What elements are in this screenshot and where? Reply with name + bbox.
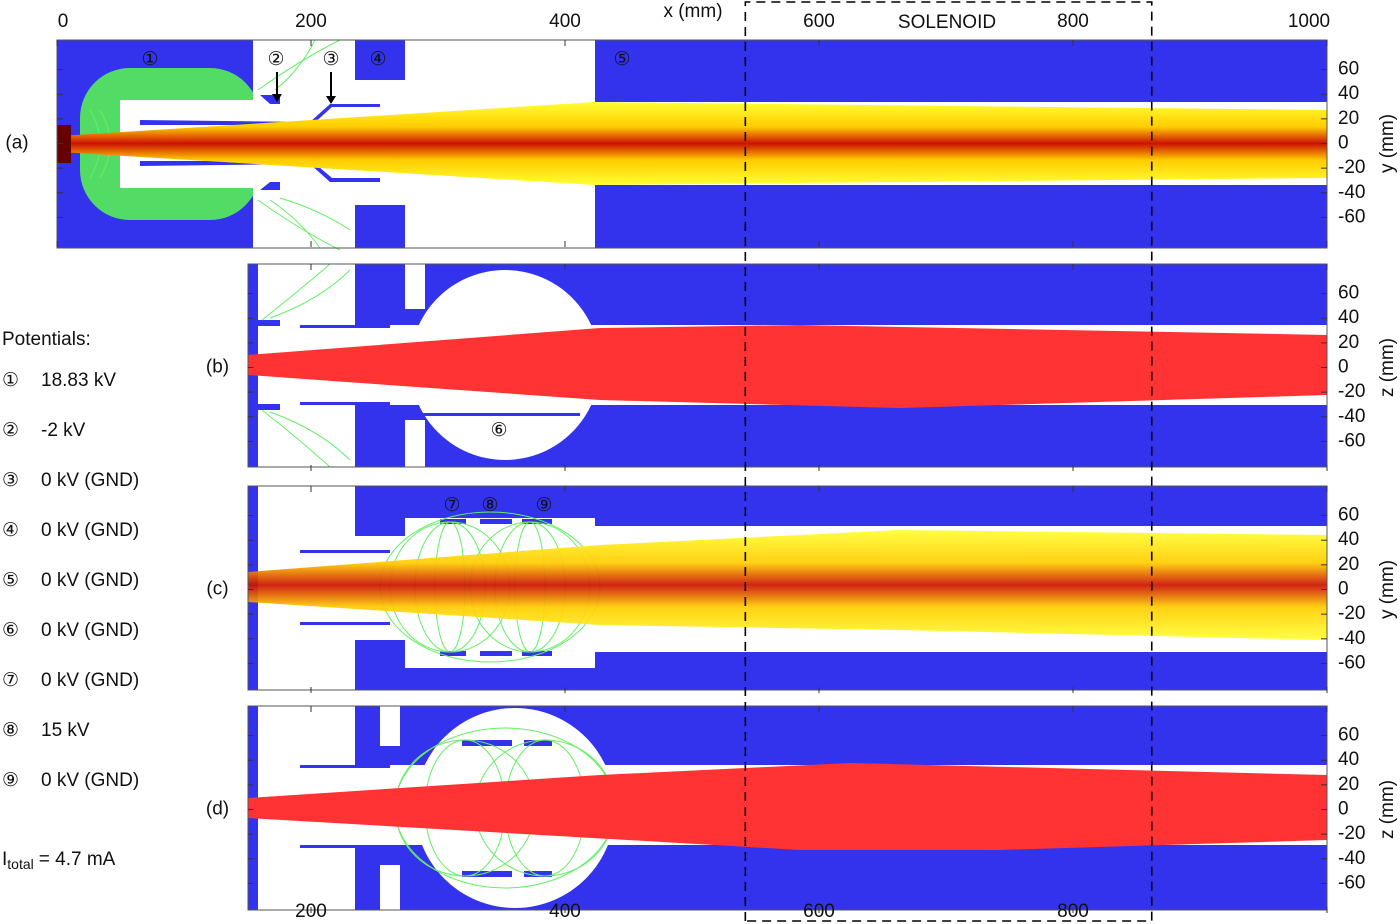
y-tick-label: 40	[1338, 307, 1359, 328]
y-tick-label: 0	[1338, 357, 1349, 378]
y-tick-label: 0	[1338, 799, 1349, 820]
potential-marker: ⑨	[2, 770, 19, 791]
y-tick-label: 20	[1338, 108, 1359, 129]
y-axis-label: y (mm)	[1377, 114, 1398, 173]
current: Itotal = 4.7 mA	[2, 849, 116, 872]
y-axis-label: z (mm)	[1377, 780, 1398, 839]
x-tick-label: 200	[295, 11, 327, 32]
electrode-label: ⑧	[481, 495, 498, 516]
panel-a-geometry	[56, 39, 1328, 251]
x-tick-label: 1000	[1288, 11, 1330, 32]
panel-c-geometry	[247, 485, 1328, 691]
y-tick-label: -20	[1338, 823, 1365, 844]
potential-value: 0 kV (GND)	[41, 520, 139, 541]
y-tick-label: -20	[1338, 603, 1365, 624]
x-tick-label: 0	[58, 11, 69, 32]
panel-label: (b)	[206, 357, 229, 378]
potentials-title: Potentials:	[2, 329, 91, 350]
x-tick-label: 400	[549, 11, 581, 32]
y-tick-label: -60	[1338, 206, 1365, 227]
potential-marker: ⑧	[2, 720, 19, 741]
x-tick-label: 800	[1057, 11, 1089, 32]
potential-value: 0 kV (GND)	[41, 770, 139, 791]
solenoid-label: SOLENOID	[898, 12, 996, 33]
panel-label: (c)	[206, 579, 228, 600]
y-tick-label: -40	[1338, 406, 1365, 427]
y-tick-label: 40	[1338, 83, 1359, 104]
electrode-label: ④	[369, 49, 386, 70]
y-tick-label: -60	[1338, 430, 1365, 451]
arrow-head	[272, 94, 336, 104]
electrode-label: ①	[141, 49, 158, 70]
y-tick-label: 40	[1338, 529, 1359, 550]
potential-value: 0 kV (GND)	[41, 670, 139, 691]
electrode-label: ⑨	[535, 495, 552, 516]
electrode-label: ⑥	[490, 420, 507, 441]
panel-d-geometry	[247, 705, 1328, 911]
potential-value: 0 kV (GND)	[41, 620, 139, 641]
y-tick-label: -40	[1338, 848, 1365, 869]
potential-value: 0 kV (GND)	[41, 570, 139, 591]
y-tick-label: 60	[1338, 59, 1359, 80]
panel-label: (d)	[206, 799, 229, 820]
panel-label: (a)	[5, 133, 28, 154]
current-subscript: total	[7, 856, 33, 872]
y-tick-label: 20	[1338, 332, 1359, 353]
potential-marker: ④	[2, 520, 19, 541]
y-tick-label: -60	[1338, 872, 1365, 893]
y-axis-label: z (mm)	[1377, 338, 1398, 397]
y-tick-label: 60	[1338, 283, 1359, 304]
x-tick-label: 600	[803, 11, 835, 32]
electrode-label: ⑤	[613, 49, 630, 70]
x-axis-label: x (mm)	[663, 1, 722, 22]
y-tick-label: -40	[1338, 628, 1365, 649]
y-tick-label: 0	[1338, 133, 1349, 154]
electrode-label: ③	[322, 49, 339, 70]
potential-value: 0 kV (GND)	[41, 470, 139, 491]
potential-marker: ①	[2, 370, 19, 391]
y-tick-label: -60	[1338, 652, 1365, 673]
y-tick-label: -40	[1338, 182, 1365, 203]
potential-value: -2 kV	[41, 420, 86, 441]
panel-b-geometry	[247, 263, 1328, 468]
potential-marker: ⑦	[2, 670, 19, 691]
current-text: = 4.7 mA	[39, 849, 116, 870]
potential-value: 18.83 kV	[41, 370, 116, 391]
current-symbol: I	[2, 849, 7, 870]
y-tick-label: 20	[1338, 554, 1359, 575]
y-tick-label: 40	[1338, 749, 1359, 770]
y-tick-label: -20	[1338, 381, 1365, 402]
potential-marker: ⑤	[2, 570, 19, 591]
y-tick-label: -20	[1338, 157, 1365, 178]
y-axis-label: y (mm)	[1377, 560, 1398, 619]
solenoid-outline	[744, 1, 1153, 922]
electrode-label: ②	[267, 49, 284, 70]
potential-value: 15 kV	[41, 720, 90, 741]
y-tick-label: 20	[1338, 774, 1359, 795]
potential-marker: ②	[2, 420, 19, 441]
potential-marker: ⑥	[2, 620, 19, 641]
y-tick-label: 60	[1338, 725, 1359, 746]
y-tick-label: 60	[1338, 505, 1359, 526]
potential-marker: ③	[2, 470, 19, 491]
y-tick-label: 0	[1338, 579, 1349, 600]
electrode-label: ⑦	[443, 495, 460, 516]
